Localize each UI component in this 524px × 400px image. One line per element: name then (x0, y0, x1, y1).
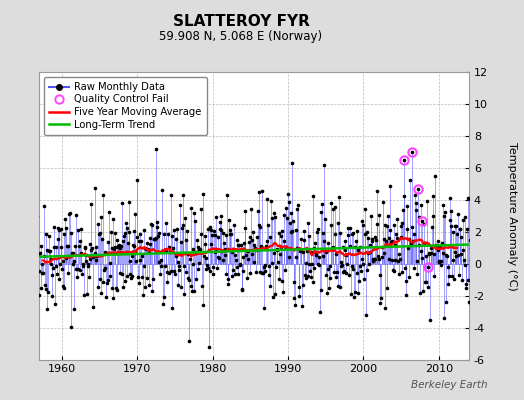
Text: 59.908 N, 5.068 E (Norway): 59.908 N, 5.068 E (Norway) (159, 30, 323, 43)
Text: SLATTEROY FYR: SLATTEROY FYR (172, 14, 310, 29)
Y-axis label: Temperature Anomaly (°C): Temperature Anomaly (°C) (507, 142, 517, 290)
Legend: Raw Monthly Data, Quality Control Fail, Five Year Moving Average, Long-Term Tren: Raw Monthly Data, Quality Control Fail, … (45, 77, 206, 134)
Text: Berkeley Earth: Berkeley Earth (411, 380, 487, 390)
